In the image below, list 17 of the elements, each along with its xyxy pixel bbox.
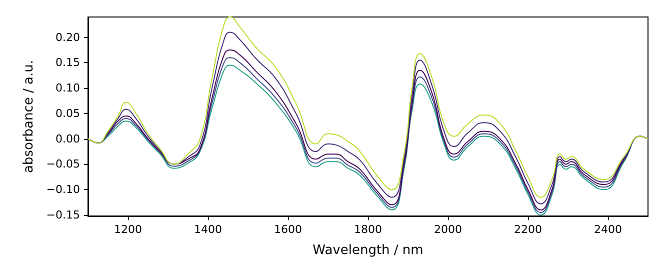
x-tick-label: 1400	[194, 223, 222, 236]
y-tick-label: 0.10	[56, 82, 80, 95]
y-tick-label: −0.10	[46, 183, 80, 196]
y-tick-label: 0.00	[56, 132, 80, 146]
x-tick-label: 1600	[274, 223, 302, 236]
x-tick-label: 1800	[354, 223, 382, 236]
x-tick-label: 2000	[434, 223, 462, 236]
x-tick-label: 1200	[114, 223, 142, 236]
y-tick-label: 0.05	[56, 106, 80, 120]
x-axis-title: Wavelength / nm	[312, 243, 424, 258]
y-axis-title: absorbance / a.u.	[21, 60, 36, 174]
y-tick-label: −0.05	[46, 158, 80, 171]
y-tick-label: 0.20	[56, 30, 80, 44]
x-tick-label: 2200	[514, 223, 542, 236]
y-tick-label: −0.15	[46, 208, 80, 222]
y-tick-label: 0.15	[56, 56, 80, 70]
x-tick-label: 2400	[594, 223, 622, 236]
